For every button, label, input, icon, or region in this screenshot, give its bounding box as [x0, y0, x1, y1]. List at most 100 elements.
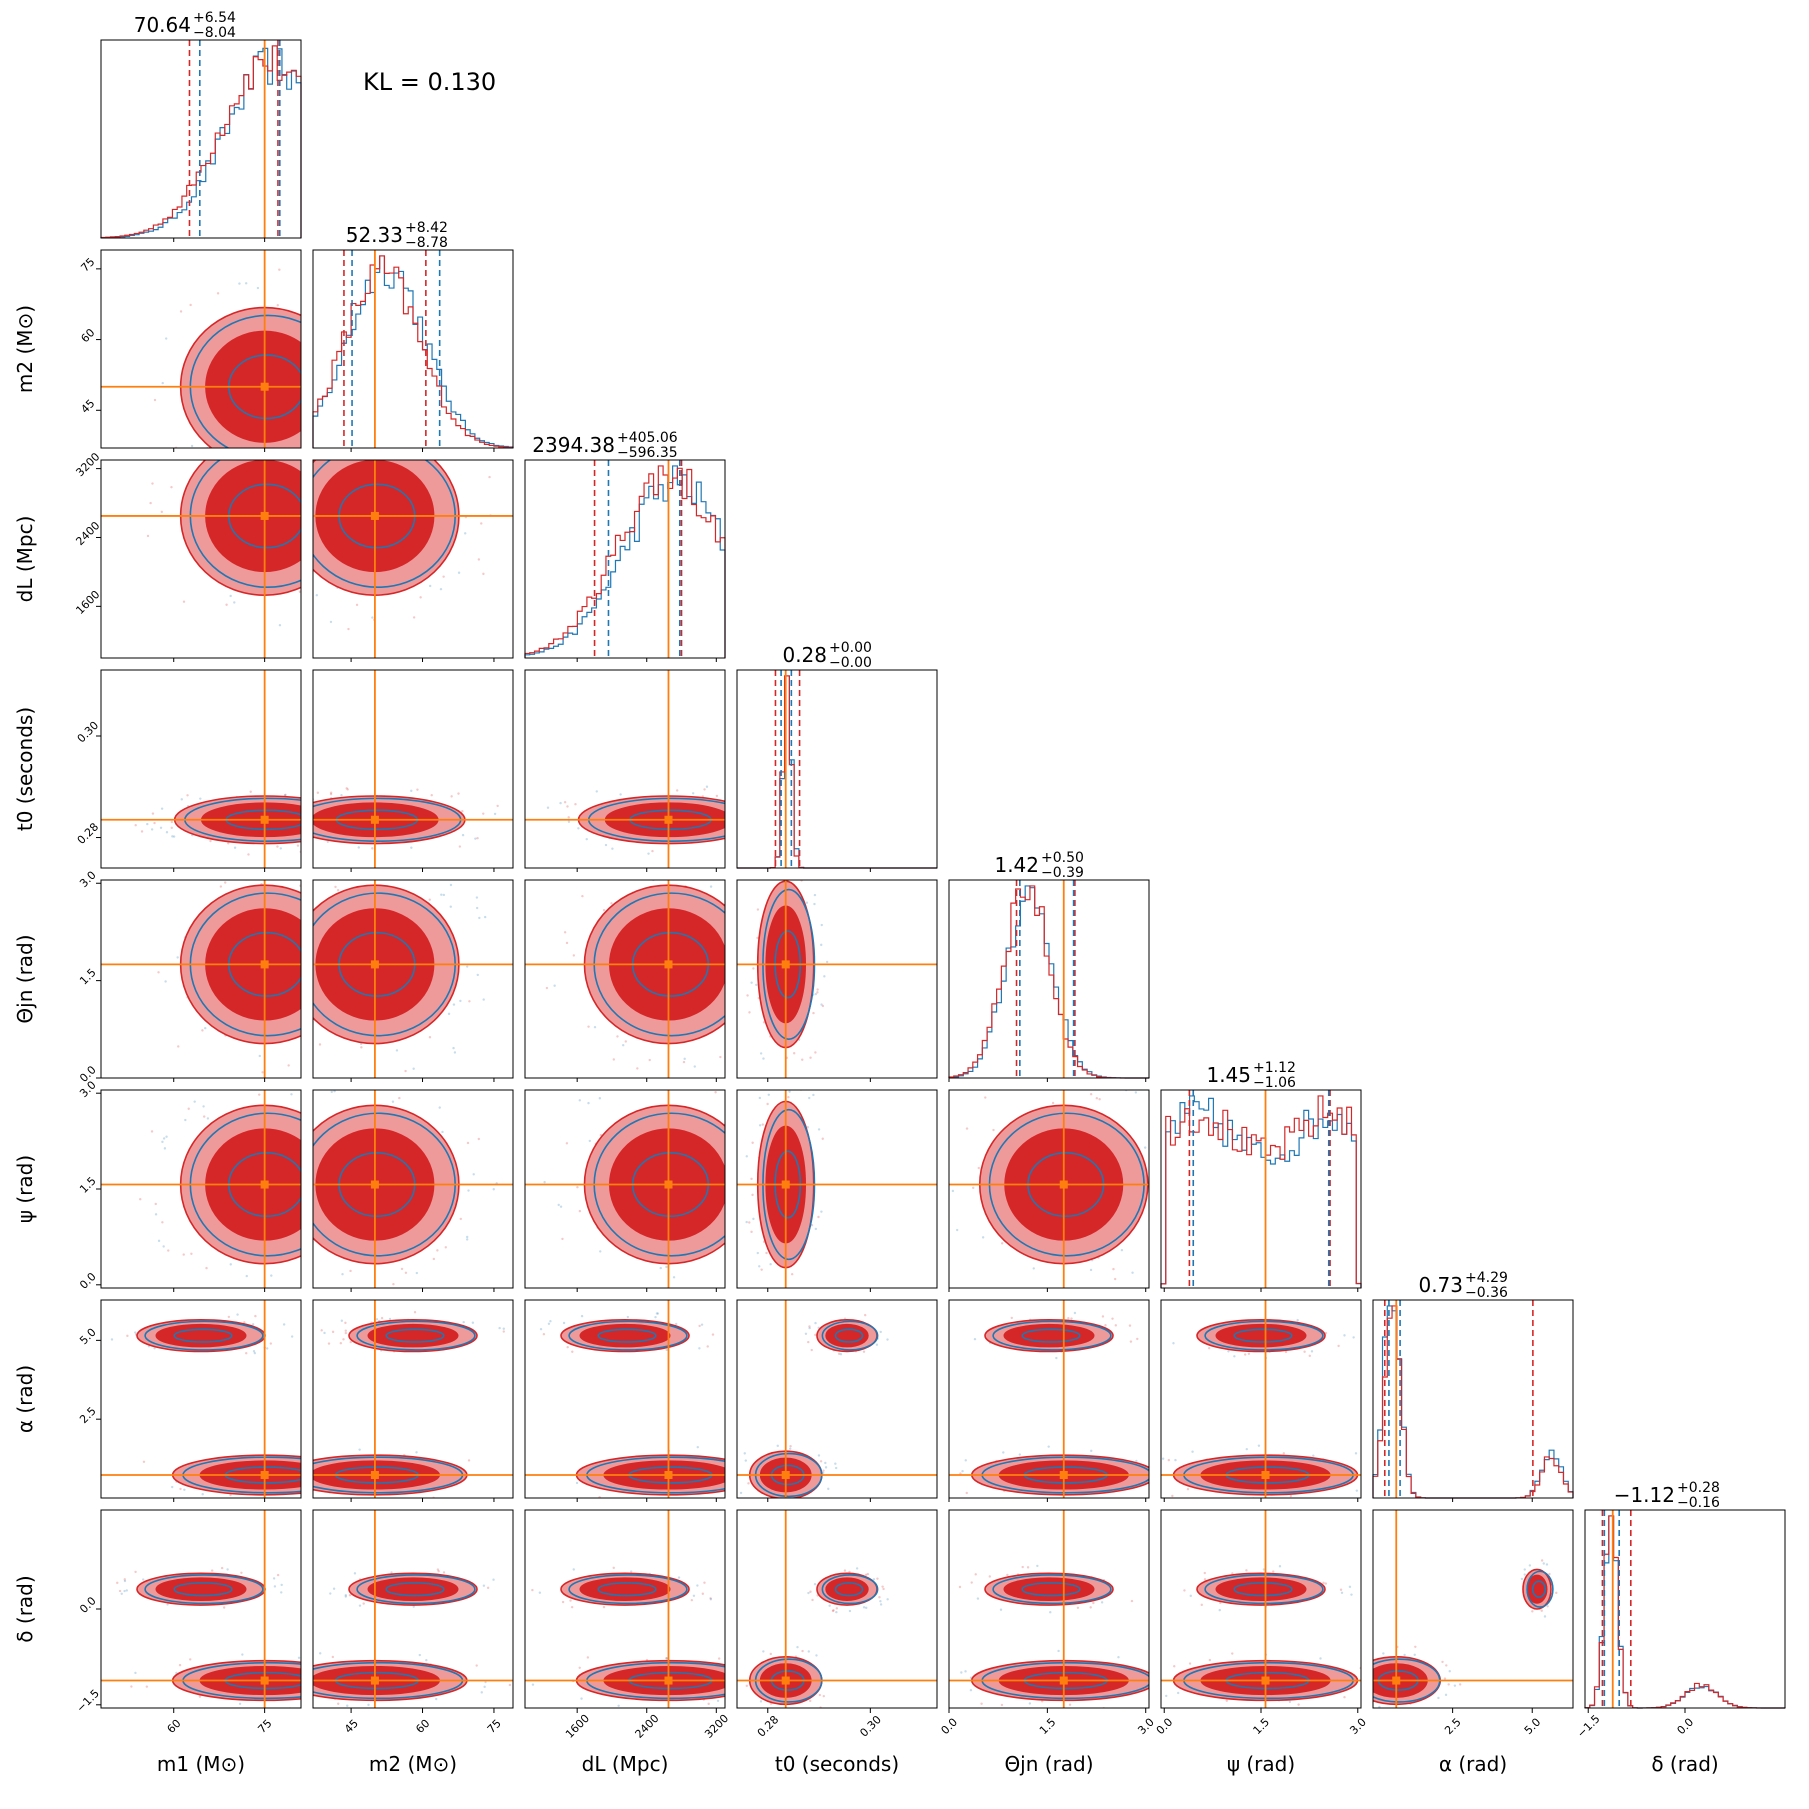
sample-point: [817, 1215, 820, 1219]
x-tick-label: 1.5: [1037, 1716, 1059, 1738]
sample-point: [562, 1321, 566, 1325]
sample-point: [151, 812, 155, 815]
sample-point: [415, 1271, 419, 1275]
sample-point: [284, 793, 287, 797]
sample-point: [165, 1135, 168, 1138]
sample-point: [150, 1130, 154, 1133]
sample-point: [298, 590, 301, 593]
sample-point: [1189, 1594, 1192, 1598]
sample-point: [714, 1091, 717, 1094]
sample-point: [276, 1573, 280, 1577]
sample-point: [701, 1592, 705, 1595]
sample-point: [375, 1318, 379, 1321]
sample-point: [619, 793, 622, 796]
sample-point: [546, 806, 550, 809]
sample-point: [466, 1141, 470, 1145]
truth-marker: [1261, 1676, 1270, 1685]
sample-point: [179, 1487, 182, 1491]
sample-point: [413, 1311, 417, 1314]
sample-point: [1337, 1344, 1340, 1348]
sample-point: [580, 1314, 584, 1318]
sample-point: [715, 794, 719, 798]
sample-point: [339, 1342, 343, 1345]
sample-point: [161, 1140, 164, 1144]
pair-panel-5-2: [524, 1089, 726, 1289]
sample-point: [1070, 1317, 1073, 1320]
sample-point: [1343, 1334, 1346, 1337]
sample-point: [659, 1266, 662, 1270]
sample-point: [358, 1448, 361, 1451]
sample-point: [323, 1331, 326, 1335]
panel-content: [949, 1090, 1149, 1288]
sample-point: [1523, 1568, 1526, 1571]
sample-point: [739, 1491, 743, 1495]
sample-point: [538, 1591, 542, 1594]
sample-point: [886, 1338, 889, 1341]
sample-point: [1546, 1605, 1549, 1608]
sample-point: [1262, 1568, 1266, 1571]
sample-point: [438, 1106, 441, 1109]
sample-point: [459, 1217, 462, 1221]
sample-point: [305, 898, 307, 900]
panel-frame: [312, 249, 514, 449]
sample-point: [316, 791, 320, 794]
y-tick-label: 60: [78, 326, 97, 345]
sample-point: [1089, 1093, 1093, 1096]
sample-point: [219, 885, 223, 888]
contour-b-outer: [144, 1320, 264, 1351]
sample-point: [336, 889, 340, 892]
sample-point: [960, 1671, 963, 1674]
x-tick-label: 3.0: [1135, 1716, 1157, 1738]
contour-inner: [367, 1323, 459, 1348]
panel-frame: [312, 1089, 514, 1289]
x-axis-4: 0.0 1.5 3.0 Θjn (rad): [939, 1708, 1157, 1776]
diag-title-median: 52.33: [346, 223, 403, 247]
contour-b-inner: [385, 1328, 445, 1343]
diag-title-median: 0.73: [1418, 1273, 1463, 1297]
sample-point: [784, 871, 786, 873]
sample-point: [1245, 1569, 1248, 1572]
sample-point: [480, 522, 483, 525]
sample-point: [184, 1118, 187, 1122]
panel-bg: [101, 40, 301, 238]
truth-marker: [1392, 1676, 1401, 1685]
sample-point: [1028, 1702, 1032, 1705]
sample-point: [1523, 1573, 1526, 1576]
sample-point: [756, 1251, 759, 1255]
sample-point: [462, 1320, 465, 1324]
sample-point: [1150, 1491, 1152, 1493]
x-tick-label: 60: [413, 1717, 432, 1736]
sample-point: [965, 1491, 968, 1495]
sample-point: [309, 452, 311, 454]
sample-point: [313, 1452, 315, 1454]
sample-point: [430, 794, 433, 797]
x-tick-label: 2400: [633, 1712, 662, 1741]
sample-point: [1208, 1658, 1212, 1662]
sample-point: [788, 1090, 791, 1093]
sample-point: [475, 896, 479, 899]
sample-point: [848, 1609, 852, 1613]
sample-point: [1165, 1694, 1168, 1698]
sample-point: [134, 824, 137, 827]
sample-point: [816, 988, 819, 991]
panel-bg: [1585, 1510, 1785, 1708]
sample-point: [344, 1331, 348, 1335]
sample-point: [1135, 1459, 1138, 1463]
sample-point: [976, 1597, 980, 1600]
sample-point: [787, 1096, 790, 1099]
sample-point: [459, 999, 462, 1003]
sample-point: [1051, 1101, 1055, 1105]
sample-point: [315, 841, 317, 843]
sample-point: [1117, 1656, 1120, 1659]
sample-point: [1203, 1578, 1207, 1581]
diag-title-plus: +1.12: [1253, 1060, 1296, 1076]
sample-point: [126, 1334, 129, 1338]
sample-point: [305, 534, 307, 536]
panel-content: [737, 1090, 937, 1288]
sample-point: [482, 572, 485, 576]
contour-inner: [1215, 1577, 1307, 1601]
sample-point: [154, 1213, 158, 1216]
sample-point: [843, 1569, 847, 1572]
sample-point: [229, 1086, 231, 1088]
sample-point: [221, 454, 223, 456]
